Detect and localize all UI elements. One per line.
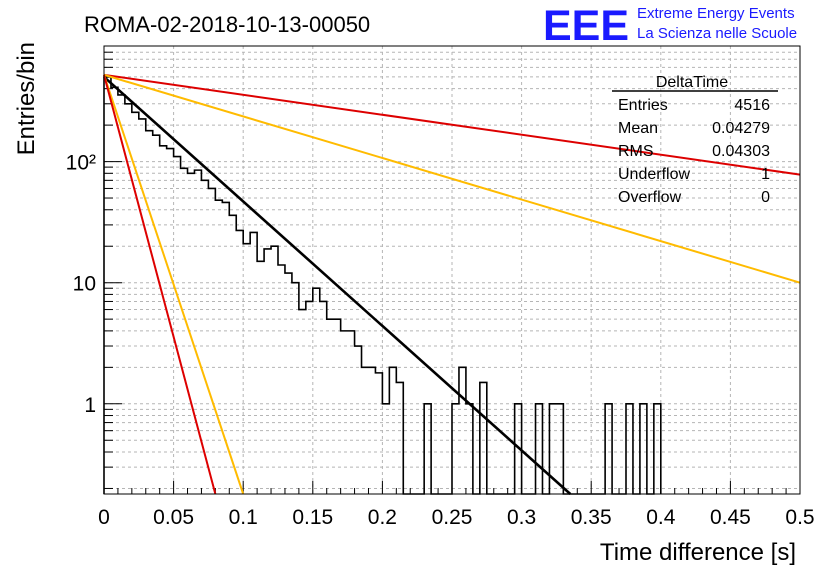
x-tick-label: 0.3 [507, 506, 536, 529]
stats-title: DeltaTime [656, 74, 728, 91]
logo-line1: Extreme Energy Events [637, 5, 795, 22]
x-tick-label: 0 [98, 506, 110, 529]
stats-label: Overflow [618, 189, 682, 206]
x-tick-label: 0.4 [646, 506, 676, 529]
series-line [103, 74, 217, 495]
logo-mark: EEE [543, 2, 629, 50]
stats-value: 0 [761, 189, 770, 206]
y-tick-label: 10 [73, 273, 96, 296]
logo-line2: La Scienza nelle Scuole [637, 25, 797, 42]
y-tick-labels: 1 10 10² [66, 152, 96, 417]
histogram [103, 76, 662, 495]
fit-lines [103, 73, 801, 495]
series-line [103, 74, 245, 495]
x-tick-labels: 0 0.05 0.1 0.15 0.2 0.25 0.3 0.35 0.4 0.45 0.5 [98, 506, 814, 529]
series-line [103, 73, 801, 284]
stats-label: Mean [618, 120, 658, 137]
stats-value: 0.04303 [712, 143, 770, 160]
y-tick-label: 1 [84, 394, 96, 417]
stats-label: Entries [618, 97, 668, 114]
stats-box: DeltaTime Entries 4516 Mean 0.04279 RMS 0.043… [612, 74, 778, 206]
y-tick-label: 10² [66, 152, 96, 175]
x-tick-label: 0.15 [292, 506, 333, 529]
plot-frame [103, 45, 801, 495]
stats-label: RMS [618, 143, 654, 160]
x-tick-label: 0.2 [368, 506, 397, 529]
series-line [103, 73, 801, 176]
x-tick-label: 0.45 [710, 506, 751, 529]
chart-title: ROMA-02-2018-10-13-00050 [84, 12, 370, 37]
stats-rows: Entries 4516 Mean 0.04279 RMS 0.04303 Underflo… [618, 97, 770, 206]
histogram-steps [103, 76, 662, 495]
x-tick-label: 0.5 [785, 506, 814, 529]
y-axis-label: Entries/bin [13, 42, 40, 155]
x-tick-label: 0.1 [229, 506, 258, 529]
x-tick-label: 0.35 [571, 506, 612, 529]
series-line [103, 75, 572, 495]
logo: EEE Extreme Energy Events La Scienza nel… [543, 2, 797, 50]
stats-value: 0.04279 [712, 120, 770, 137]
x-tick-label: 0.05 [153, 506, 194, 529]
x-axis-label: Time difference [s] [600, 539, 796, 566]
x-tick-label: 0.25 [432, 506, 473, 529]
stats-value: 4516 [734, 97, 770, 114]
stats-value: 1 [761, 166, 770, 183]
stats-label: Underflow [618, 166, 690, 183]
